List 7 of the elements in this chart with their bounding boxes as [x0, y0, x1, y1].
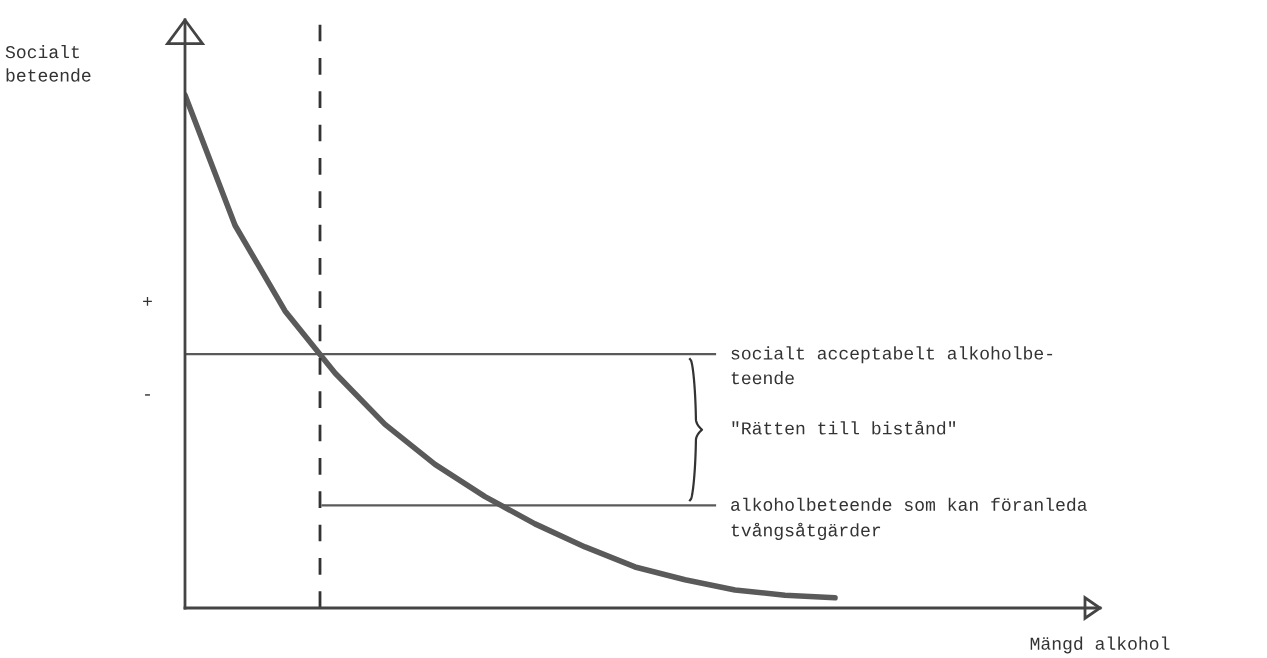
x-axis-title: Mängd alkohol: [1030, 636, 1170, 654]
ref-line-label: socialt acceptabelt alkoholbe- teende: [731, 346, 1053, 385]
text: +: [143, 296, 152, 306]
ref-line-label: alkoholbeteende som kan föranleda tvångsåtgärder: [731, 497, 1087, 541]
text: -: [145, 394, 150, 396]
annotation: "Rätten till bistånd": [732, 420, 956, 435]
text: Socialt beteende: [5, 45, 91, 82]
